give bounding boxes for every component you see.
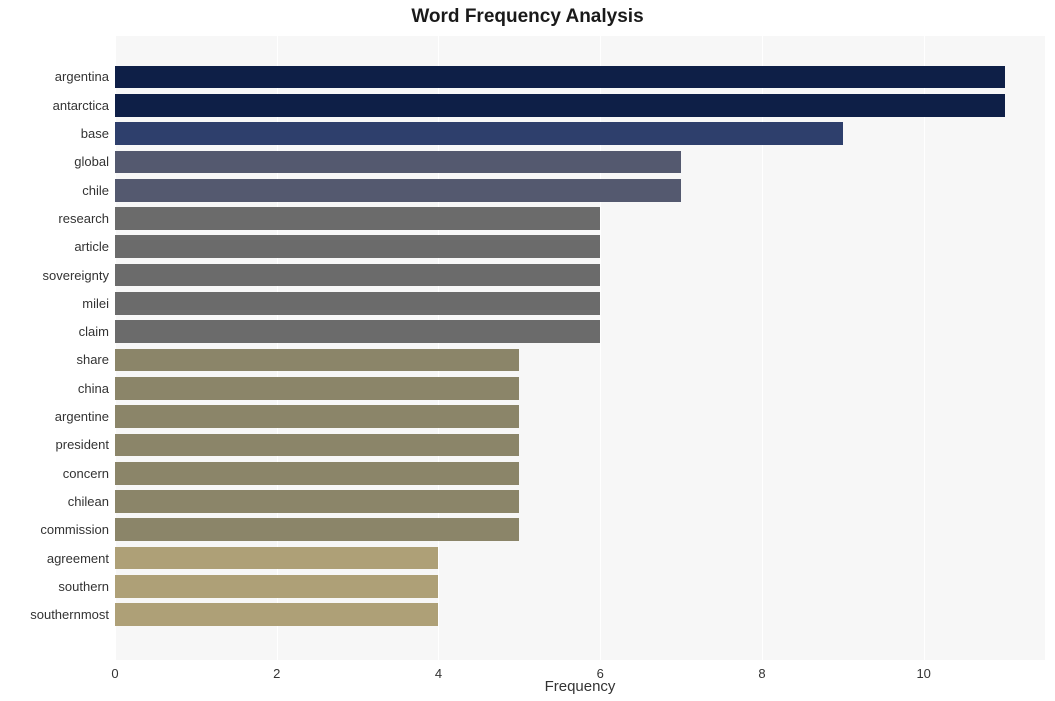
y-axis-label: sovereignty	[43, 261, 115, 289]
y-axis-label: chile	[82, 176, 115, 204]
bar	[115, 462, 519, 485]
bar	[115, 122, 843, 145]
gridline	[924, 36, 925, 660]
bar	[115, 603, 438, 626]
bar	[115, 405, 519, 428]
bar	[115, 94, 1005, 117]
bar	[115, 547, 438, 570]
bar	[115, 575, 438, 598]
word-frequency-chart: Word Frequency Analysis argentinaantarct…	[0, 0, 1055, 701]
plot-area: argentinaantarcticabaseglobalchileresear…	[115, 36, 1045, 660]
bar	[115, 179, 681, 202]
bar	[115, 66, 1005, 89]
bar	[115, 320, 600, 343]
bar	[115, 518, 519, 541]
y-axis-label: claim	[79, 318, 115, 346]
y-axis-label: southernmost	[30, 601, 115, 629]
y-axis-label: commission	[40, 516, 115, 544]
bar	[115, 292, 600, 315]
y-axis-label: chilean	[68, 487, 115, 515]
y-axis-label: china	[78, 374, 115, 402]
y-axis-label: antarctica	[53, 91, 115, 119]
x-axis-title: Frequency	[0, 678, 1045, 695]
chart-title: Word Frequency Analysis	[0, 6, 1055, 28]
y-axis-label: argentina	[55, 63, 115, 91]
bar	[115, 151, 681, 174]
y-axis-label: argentine	[55, 402, 115, 430]
y-axis-label: president	[56, 431, 115, 459]
y-axis-label: article	[74, 233, 115, 261]
y-axis-label: global	[74, 148, 115, 176]
y-axis-label: milei	[82, 289, 115, 317]
bar	[115, 264, 600, 287]
bar	[115, 207, 600, 230]
y-axis-label: southern	[58, 572, 115, 600]
y-axis-label: research	[58, 204, 115, 232]
bar	[115, 490, 519, 513]
bar	[115, 377, 519, 400]
bar	[115, 434, 519, 457]
bar	[115, 349, 519, 372]
y-axis-label: base	[81, 119, 115, 147]
grid-band	[115, 629, 1045, 657]
y-axis-label: concern	[63, 459, 115, 487]
bar	[115, 235, 600, 258]
y-axis-label: share	[76, 346, 115, 374]
y-axis-label: agreement	[47, 544, 115, 572]
